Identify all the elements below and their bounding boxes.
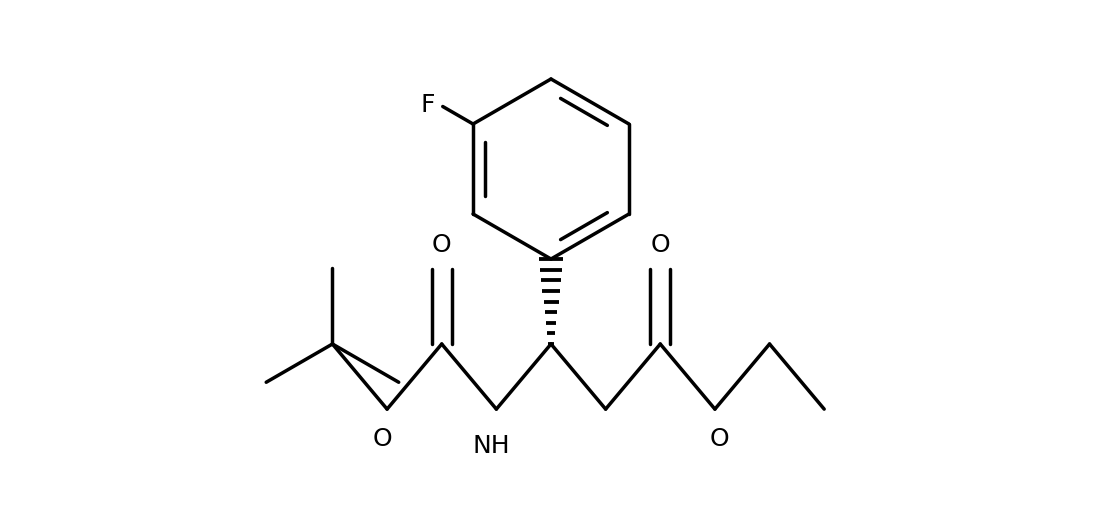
Text: F: F	[420, 93, 435, 116]
Text: O: O	[650, 233, 670, 257]
Text: O: O	[432, 233, 452, 257]
Text: O: O	[372, 427, 392, 451]
Text: NH: NH	[473, 434, 510, 458]
Text: O: O	[710, 427, 730, 451]
